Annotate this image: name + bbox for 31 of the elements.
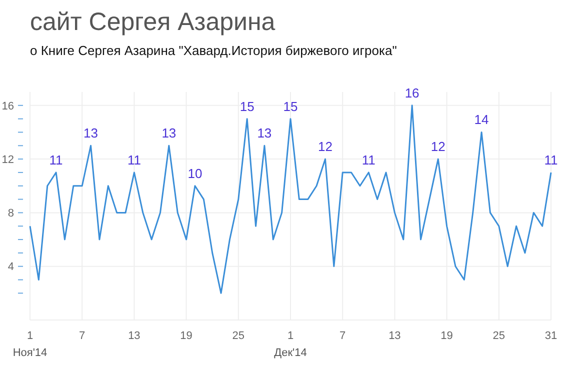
data-label: 15: [283, 98, 298, 114]
x-tick-label: 7: [340, 330, 346, 342]
x-tick-label: 19: [440, 330, 453, 342]
y-tick-label: 4: [8, 261, 14, 274]
data-label: 13: [162, 126, 176, 141]
x-tick-label: 31: [544, 330, 558, 342]
x-tick-label: 25: [232, 330, 245, 342]
x-tick-label: 13: [128, 330, 140, 342]
x-tick-label: 19: [180, 330, 192, 342]
y-tick-label: 8: [8, 208, 14, 220]
data-label: 12: [430, 139, 446, 154]
y-tick-label: 12: [2, 154, 14, 166]
x-tick-label: 1 Ноя'14: [12, 330, 48, 359]
data-label: 11: [49, 152, 63, 168]
data-label: 11: [362, 152, 376, 168]
data-label: 13: [257, 126, 272, 141]
x-tick-label: 25: [492, 330, 506, 342]
y-tick-label: 16: [2, 100, 14, 112]
data-label: 11: [544, 152, 558, 168]
data-label: 14: [474, 112, 489, 128]
data-label: 15: [240, 98, 254, 114]
chart-title: сайт Сергея Азарина: [30, 8, 276, 36]
data-label: 13: [84, 126, 98, 141]
data-label: 10: [188, 166, 202, 181]
data-label: 16: [404, 85, 420, 100]
x-tick-label: 7: [79, 330, 86, 342]
data-label: 11: [127, 152, 141, 168]
data-label: 12: [318, 139, 332, 154]
x-tick-label: 1 Дек'14: [274, 330, 307, 359]
x-tick-label: 13: [388, 330, 401, 342]
chart-subtitle: о Книге Сергея Азарина "Хавард.История биржевого игрока": [30, 43, 398, 58]
